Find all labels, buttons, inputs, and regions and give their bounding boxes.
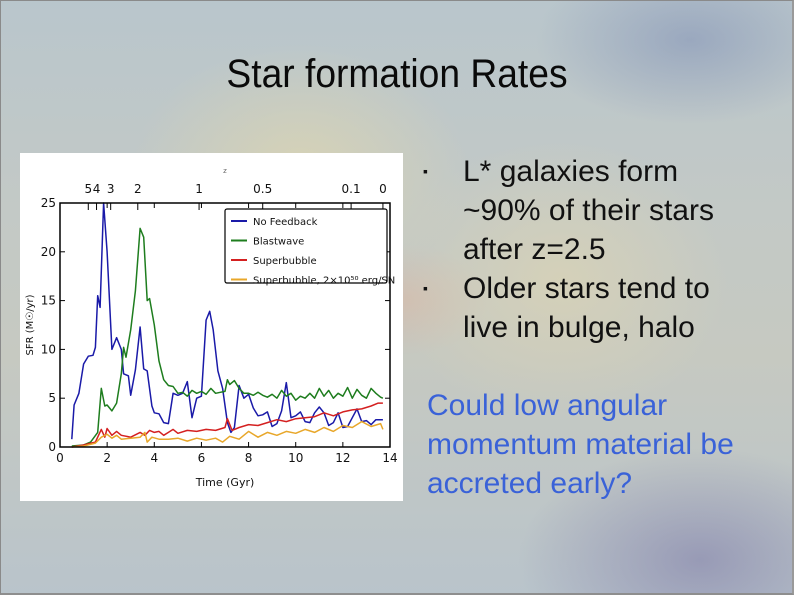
x-axis-label: Time (Gyr) bbox=[195, 476, 255, 489]
y-tick-label: 20 bbox=[41, 245, 56, 259]
series-line bbox=[71, 420, 384, 448]
x-tick-label: 0 bbox=[56, 451, 64, 465]
legend-box bbox=[224, 208, 388, 284]
y-tick-label: 25 bbox=[41, 196, 56, 210]
x-tick-label: 6 bbox=[198, 451, 206, 465]
x-tick-label: 14 bbox=[382, 451, 397, 465]
z-tick-label: 4 bbox=[93, 182, 101, 196]
y-tick-label: 10 bbox=[41, 342, 56, 356]
legend-label: Superbubble, 2×10⁵⁰ erg/SN bbox=[253, 276, 395, 287]
z-tick-label: 0 bbox=[379, 182, 387, 196]
sfr-chart: 0 2 4 6 8 10 12 14 0 5 10 15 20 25 5 4 3 2 1 0.5 0.1 0 z Time (… bbox=[20, 153, 403, 501]
z-tick-label: 1 bbox=[195, 182, 203, 196]
series-line bbox=[71, 202, 383, 440]
y-tick-label: 15 bbox=[41, 294, 56, 308]
plot-frame bbox=[59, 202, 391, 448]
question-text: Could low angular momentum material be a… bbox=[427, 389, 734, 500]
x-tick-label: 12 bbox=[335, 451, 350, 465]
z-tick-label: 0.5 bbox=[253, 182, 272, 196]
z-tick-label: 5 bbox=[84, 182, 92, 196]
x-tick-label: 10 bbox=[288, 451, 303, 465]
series-line bbox=[71, 227, 384, 447]
bullet-list: ▪ L* galaxies form ~90% of their stars a… bbox=[418, 152, 758, 347]
bullet-text: Older stars tend to live in bulge, halo bbox=[463, 272, 710, 344]
legend-label: No Feedback bbox=[253, 217, 318, 228]
bullet-marker-icon: ▪ bbox=[423, 280, 428, 296]
y-tick-label: 0 bbox=[48, 440, 56, 454]
legend-label: Superbubble bbox=[253, 256, 317, 267]
x-tick-label: 8 bbox=[245, 451, 253, 465]
bullet-item: ▪ L* galaxies form ~90% of their stars a… bbox=[418, 152, 758, 269]
slide-title: Star formation Rates bbox=[226, 52, 568, 96]
z-tick-label: 0.1 bbox=[342, 182, 361, 196]
z-axis-label: z bbox=[223, 167, 227, 175]
legend-label: Blastwave bbox=[253, 237, 304, 248]
z-tick-label: 3 bbox=[107, 182, 115, 196]
series-line bbox=[71, 402, 383, 448]
x-tick-label: 2 bbox=[103, 451, 111, 465]
z-tick-label: 2 bbox=[134, 182, 142, 196]
bullet-item: ▪ Older stars tend to live in bulge, hal… bbox=[418, 269, 758, 347]
x-tick-label: 4 bbox=[150, 451, 158, 465]
bullet-text: L* galaxies form ~90% of their stars aft… bbox=[463, 155, 714, 266]
y-tick-label: 5 bbox=[48, 391, 56, 405]
bullet-marker-icon: ▪ bbox=[423, 163, 428, 179]
y-axis-label: SFR (M☉/yr) bbox=[25, 294, 36, 355]
